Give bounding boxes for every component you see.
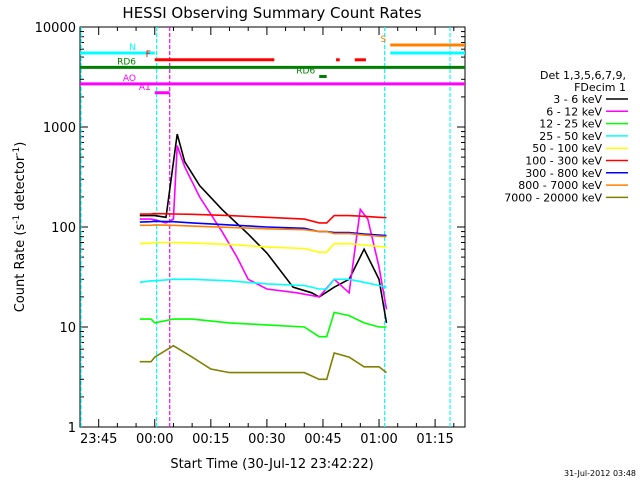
y-axis-title-tail: detector <box>13 155 28 215</box>
series-line-4 <box>139 241 387 253</box>
series-line-8 <box>139 344 387 381</box>
legend-label: 100 - 300 keV <box>525 155 602 168</box>
series-line-2 <box>139 311 387 338</box>
y-tick-label: 10 <box>59 321 76 336</box>
series-line-3 <box>139 278 387 290</box>
legend-label: 800 - 7000 keV <box>518 179 602 192</box>
y-axis-title-exponent-2: -1 <box>12 147 22 156</box>
series-line-5 <box>139 212 387 224</box>
legend-label: 50 - 100 keV <box>532 142 602 155</box>
y-axis-title-exponent: -1 <box>12 215 22 224</box>
legend-header: FDecim 1 <box>574 81 626 94</box>
x-tick-label: 00:15 <box>192 432 229 447</box>
x-tick-label: 00:00 <box>136 432 173 447</box>
y-tick-label: 100 <box>51 221 76 236</box>
legend-label: 7000 - 20000 keV <box>504 191 602 204</box>
y-tick-label: 10000 <box>35 21 76 36</box>
chart-title: HESSI Observing Summary Count Rates <box>122 4 421 22</box>
x-tick-label: 00:45 <box>304 432 341 447</box>
y-axis: 1 10 100 1000 10000 <box>35 21 465 436</box>
series-line-6 <box>139 220 387 237</box>
flag-label: RD6 <box>296 66 315 76</box>
y-tick-label: 1 <box>68 421 76 436</box>
legend-label: 6 - 12 keV <box>546 105 602 118</box>
y-axis-title-close: ) <box>13 142 28 147</box>
flag-label: S <box>381 35 387 45</box>
x-axis: 23:45 00:00 00:15 00:30 00:45 01:00 01:15 <box>79 27 455 447</box>
x-tick-label: 01:15 <box>416 432 453 447</box>
x-tick-label: 01:00 <box>360 432 397 447</box>
series-line-7 <box>139 224 387 238</box>
flag-label: N <box>129 43 136 53</box>
flag-label: RD6 <box>117 57 136 67</box>
legend-label: 12 - 25 keV <box>539 118 602 131</box>
x-axis-title: Start Time (30-Jul-12 23:42:22) <box>170 457 373 472</box>
flag-label: A1 <box>139 83 151 93</box>
series-lines <box>139 133 388 381</box>
flag-label: F <box>146 50 151 60</box>
y-axis-title: Count Rate (s-1 detector-1) <box>12 142 28 313</box>
legend-label: 25 - 50 keV <box>539 130 602 143</box>
x-tick-label: 23:45 <box>80 432 117 447</box>
legend-header: Det 1,3,5,6,7,9, <box>540 69 626 82</box>
y-tick-label: 1000 <box>43 121 76 136</box>
x-tick-label: 00:30 <box>248 432 285 447</box>
legend-label: 3 - 6 keV <box>553 93 602 106</box>
legend-label: 300 - 800 keV <box>525 167 602 180</box>
timestamp: 31-Jul-2012 03:48 <box>564 469 636 478</box>
flag-label: AO <box>123 74 136 84</box>
